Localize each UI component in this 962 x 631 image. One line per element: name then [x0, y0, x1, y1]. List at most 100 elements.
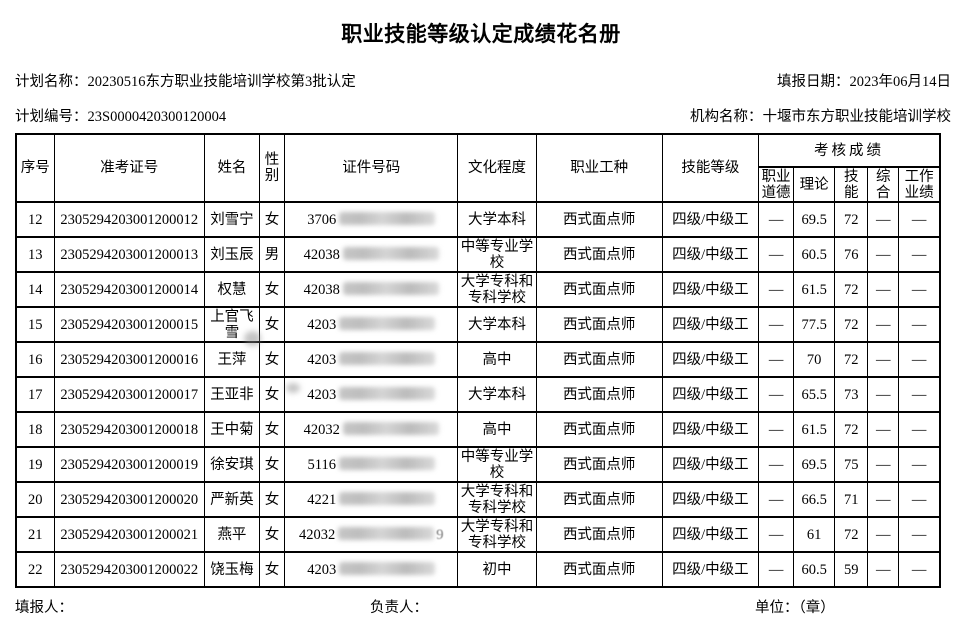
occupation-cell: 西式面点师: [535, 481, 663, 518]
gender-cell: 女: [258, 306, 286, 343]
redacted-id-blur: [339, 491, 436, 505]
exam-no-cell: 2305294203001200017: [53, 376, 205, 413]
table-row: 22 2305294203001200022 饶玉梅 女 4203 初中 西式面…: [15, 551, 941, 588]
education-cell: 中等专业学校: [457, 236, 537, 273]
header-seq: 序号: [15, 133, 55, 203]
seq-cell: 22: [15, 551, 55, 588]
score-comprehensive-cell: —: [867, 446, 900, 483]
score-comprehensive-cell: —: [867, 306, 900, 343]
score-comprehensive-cell: —: [867, 236, 900, 273]
id-visible-prefix: 4203: [307, 316, 337, 333]
education-cell: 大学专科和专科学校: [457, 481, 537, 518]
id-no-cell: 5116: [284, 446, 459, 483]
occupation-cell: 西式面点师: [535, 376, 663, 413]
score-ethics-cell: —: [758, 271, 795, 308]
plan-code-label: 计划编号：: [15, 109, 88, 125]
exam-no-cell: 2305294203001200021: [53, 516, 205, 553]
gender-cell: 女: [258, 341, 286, 378]
redacted-id-blur: [338, 456, 435, 470]
score-skill-cell: 72: [834, 516, 869, 553]
score-ethics-cell: —: [758, 481, 795, 518]
seq-cell: 17: [15, 376, 55, 413]
manager-label: 负责人：: [370, 600, 428, 616]
plan-name-value: 20230516东方职业技能培训学校第3批认定: [87, 74, 356, 90]
name-cell: 权慧: [203, 271, 261, 308]
seq-cell: 19: [15, 446, 55, 483]
header-exam-no: 准考证号: [53, 133, 205, 203]
score-skill-cell: 76: [834, 236, 869, 273]
id-visible-prefix: 5116: [307, 456, 336, 473]
education-cell: 高中: [457, 411, 537, 448]
id-visible-prefix: 4203: [307, 351, 337, 368]
header-skill-level: 技能等级: [661, 133, 760, 203]
table-row: 17 2305294203001200017 王亚非 女 4203 大学本科 西…: [15, 376, 941, 413]
id-no-cell: 42032: [284, 411, 459, 448]
header-score-comprehensive: 综合: [867, 166, 900, 203]
score-theory-cell: 60.5: [793, 236, 836, 273]
occupation-cell: 西式面点师: [535, 516, 663, 553]
id-no-cell: 42032 9: [284, 516, 459, 553]
header-score-theory: 理论: [793, 166, 836, 203]
skill-level-cell: 四级/中级工: [661, 551, 760, 588]
score-work-cell: —: [898, 551, 941, 588]
score-theory-cell: 60.5: [793, 551, 836, 588]
score-work-cell: —: [898, 411, 941, 448]
name-cell: 王亚非: [203, 376, 261, 413]
score-comprehensive-cell: —: [867, 201, 900, 238]
score-skill-cell: 59: [834, 551, 869, 588]
header-scores-group: 考核成绩: [758, 133, 941, 168]
redaction-smudge-artifact: [244, 331, 261, 346]
name-cell: 刘玉辰: [203, 236, 261, 273]
redacted-id-blur: [342, 421, 439, 435]
report-date-value: 2023年06月14日: [849, 74, 952, 90]
score-comprehensive-cell: —: [867, 271, 900, 308]
plan-name-label: 计划名称：: [15, 74, 88, 90]
score-ethics-cell: —: [758, 201, 795, 238]
seq-cell: 14: [15, 271, 55, 308]
exam-no-cell: 2305294203001200022: [53, 551, 205, 588]
score-ethics-cell: —: [758, 551, 795, 588]
score-skill-cell: 73: [834, 376, 869, 413]
id-no-cell: 42038: [284, 236, 459, 273]
header-score-skill: 技能: [834, 166, 869, 203]
education-cell: 大学本科: [457, 376, 537, 413]
education-cell: 大学专科和专科学校: [457, 271, 537, 308]
exam-no-cell: 2305294203001200012: [53, 201, 205, 238]
header-score-work: 工作业绩: [898, 166, 941, 203]
education-cell: 高中: [457, 341, 537, 378]
name-cell: 刘雪宁: [203, 201, 261, 238]
meta-row-2: 计划编号：23S0000420300120004 机构名称：十堰市东方职业技能培…: [15, 105, 951, 126]
seq-cell: 18: [15, 411, 55, 448]
score-work-cell: —: [898, 306, 941, 343]
score-work-cell: —: [898, 446, 941, 483]
exam-no-cell: 2305294203001200013: [53, 236, 205, 273]
table-row: 19 2305294203001200019 徐安琪 女 5116 中等专业学校…: [15, 446, 941, 483]
score-work-cell: —: [898, 271, 941, 308]
score-theory-cell: 66.5: [793, 481, 836, 518]
gender-cell: 女: [258, 481, 286, 518]
filler-label: 填报人：: [15, 600, 73, 616]
education-cell: 大学本科: [457, 201, 537, 238]
org-name-value: 十堰市东方职业技能培训学校: [762, 109, 952, 125]
page-title: 职业技能等级认定成绩花名册: [341, 22, 621, 46]
header-occupation: 职业工种: [535, 133, 663, 203]
skill-level-cell: 四级/中级工: [661, 306, 760, 343]
id-no-cell: 42038: [284, 271, 459, 308]
occupation-cell: 西式面点师: [535, 271, 663, 308]
id-visible-suffix: 9: [436, 526, 444, 543]
header-education: 文化程度: [457, 133, 537, 203]
header-id-no: 证件号码: [284, 133, 459, 203]
name-cell: 饶玉梅: [203, 551, 261, 588]
header-gender: 性别: [258, 133, 286, 203]
unit-seal-label: 单位：（章）: [755, 600, 835, 616]
score-ethics-cell: —: [758, 376, 795, 413]
score-work-cell: —: [898, 341, 941, 378]
score-skill-cell: 72: [834, 201, 869, 238]
id-visible-prefix: 4221: [307, 491, 337, 508]
redacted-id-blur: [339, 316, 436, 330]
org-name-label: 机构名称：: [690, 109, 763, 125]
occupation-cell: 西式面点师: [535, 446, 663, 483]
table-row: 13 2305294203001200013 刘玉辰 男 42038 中等专业学…: [15, 236, 941, 273]
skill-level-cell: 四级/中级工: [661, 271, 760, 308]
name-cell: 王中菊: [203, 411, 261, 448]
